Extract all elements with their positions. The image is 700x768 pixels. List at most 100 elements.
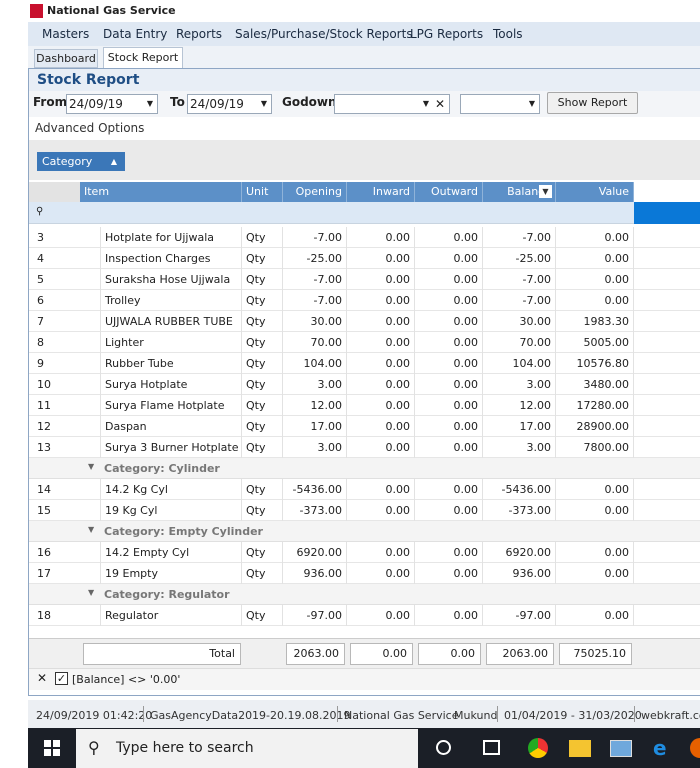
column-header[interactable]: Inward xyxy=(347,182,415,202)
cell: 1983.30 xyxy=(556,311,634,332)
menu-item[interactable]: LPG Reports xyxy=(410,27,484,41)
godown-select[interactable]: ▼ ✕ xyxy=(334,94,450,114)
cell: 3480.00 xyxy=(556,374,634,395)
advanced-options[interactable]: Advanced Options xyxy=(35,121,145,135)
row-number: 15 xyxy=(37,504,51,517)
cell: Qty xyxy=(242,311,283,332)
focused-cell xyxy=(634,202,700,224)
cell: 0.00 xyxy=(415,353,483,374)
cell: Rubber Tube xyxy=(100,353,242,374)
cell: 936.00 xyxy=(283,563,347,584)
cell: 0.00 xyxy=(415,374,483,395)
edge-icon[interactable]: e xyxy=(653,736,667,760)
date-input[interactable]: 24/09/19 ▼ xyxy=(187,94,272,114)
date-input[interactable]: 24/09/19 ▼ xyxy=(66,94,158,114)
row-number: 4 xyxy=(37,252,44,265)
row-number: 7 xyxy=(37,315,44,328)
row-line xyxy=(29,248,700,269)
cell: -5436.00 xyxy=(483,479,556,500)
cell: 0.00 xyxy=(347,563,415,584)
cell: 0.00 xyxy=(347,332,415,353)
cell: 12.00 xyxy=(483,395,556,416)
menu-item[interactable]: Masters xyxy=(42,27,90,41)
group-chip[interactable]: Category ▲ xyxy=(37,152,125,171)
column-header[interactable]: Unit xyxy=(242,182,283,202)
cell: 0.00 xyxy=(415,248,483,269)
cell: 0.00 xyxy=(347,437,415,458)
cell: -7.00 xyxy=(483,227,556,248)
menu-item[interactable]: Reports xyxy=(176,27,223,41)
row-line xyxy=(29,437,700,458)
filter-checkbox[interactable]: ✓ xyxy=(55,672,68,685)
chrome-icon[interactable] xyxy=(528,738,548,758)
cell: 0.00 xyxy=(415,395,483,416)
total-label: Total xyxy=(83,643,241,665)
show-report-button[interactable]: Show Report xyxy=(547,92,638,114)
column-header[interactable]: Outward xyxy=(415,182,483,202)
cell: 0.00 xyxy=(415,332,483,353)
row-line xyxy=(29,290,700,311)
cell: 0.00 xyxy=(556,605,634,626)
cell: 104.00 xyxy=(283,353,347,374)
search-box[interactable] xyxy=(76,729,418,768)
cell: Surya 3 Burner Hotplate xyxy=(100,437,242,458)
cell: 70.00 xyxy=(283,332,347,353)
date-value: 24/09/19 xyxy=(69,97,123,111)
menu-item[interactable]: Sales/Purchase/Stock Reports xyxy=(235,27,413,41)
tab-active[interactable]: Stock Report xyxy=(103,47,183,69)
group-label: Category: Empty Cylinder xyxy=(104,525,263,538)
task-view[interactable] xyxy=(483,740,500,755)
cell: -7.00 xyxy=(283,269,347,290)
cortana[interactable] xyxy=(436,740,451,755)
cell: UJJWALA RUBBER TUBE xyxy=(100,311,242,332)
total-value: 0.00 xyxy=(418,643,481,665)
row-line xyxy=(29,227,700,248)
cell: -373.00 xyxy=(283,500,347,521)
cell: 0.00 xyxy=(415,500,483,521)
photos-icon[interactable] xyxy=(610,740,632,757)
separator xyxy=(337,706,338,722)
chip-label: Category xyxy=(42,155,93,168)
tab[interactable]: Dashboard xyxy=(34,49,98,68)
row-number: 9 xyxy=(37,357,44,370)
clear-filter[interactable]: ✕ xyxy=(37,671,48,685)
select[interactable]: ▼ xyxy=(460,94,540,114)
cell: 3.00 xyxy=(283,437,347,458)
cell: Qty xyxy=(242,500,283,521)
grid-header xyxy=(80,182,634,202)
cell: Daspan xyxy=(100,416,242,437)
menu-item[interactable]: Data Entry xyxy=(103,27,168,41)
row-number: 12 xyxy=(37,420,51,433)
cell: 0.00 xyxy=(415,563,483,584)
cell: -7.00 xyxy=(483,269,556,290)
column-header[interactable]: Opening xyxy=(283,182,347,202)
cell: Suraksha Hose Ujjwala xyxy=(100,269,242,290)
tab-strip xyxy=(28,46,700,68)
row-line xyxy=(29,269,700,290)
cell: 0.00 xyxy=(347,290,415,311)
explorer-icon[interactable] xyxy=(569,740,591,757)
expand-icon: ▼ xyxy=(88,462,95,471)
row-number: 18 xyxy=(37,609,51,622)
date-value: 24/09/19 xyxy=(190,97,244,111)
start-button[interactable] xyxy=(44,740,60,756)
cell: 0.00 xyxy=(556,227,634,248)
column-header[interactable]: Value xyxy=(556,182,634,202)
cell: 0.00 xyxy=(347,500,415,521)
label: To xyxy=(170,95,185,109)
cell: -25.00 xyxy=(483,248,556,269)
status-item: 24/09/2019 01:42:20 xyxy=(36,709,153,722)
cell: Surya Flame Hotplate xyxy=(100,395,242,416)
cell: 104.00 xyxy=(483,353,556,374)
firefox-icon[interactable] xyxy=(690,738,700,758)
cell: 0.00 xyxy=(556,563,634,584)
row-line xyxy=(29,311,700,332)
filter-text: [Balance] <> '0.00' xyxy=(72,673,181,686)
column-header[interactable]: Item xyxy=(80,182,242,202)
cell: Qty xyxy=(242,332,283,353)
expand-icon: ▼ xyxy=(88,525,95,534)
cell: Qty xyxy=(242,437,283,458)
total-value: 2063.00 xyxy=(486,643,554,665)
menu-item[interactable]: Tools xyxy=(493,27,523,41)
cell: 10576.80 xyxy=(556,353,634,374)
